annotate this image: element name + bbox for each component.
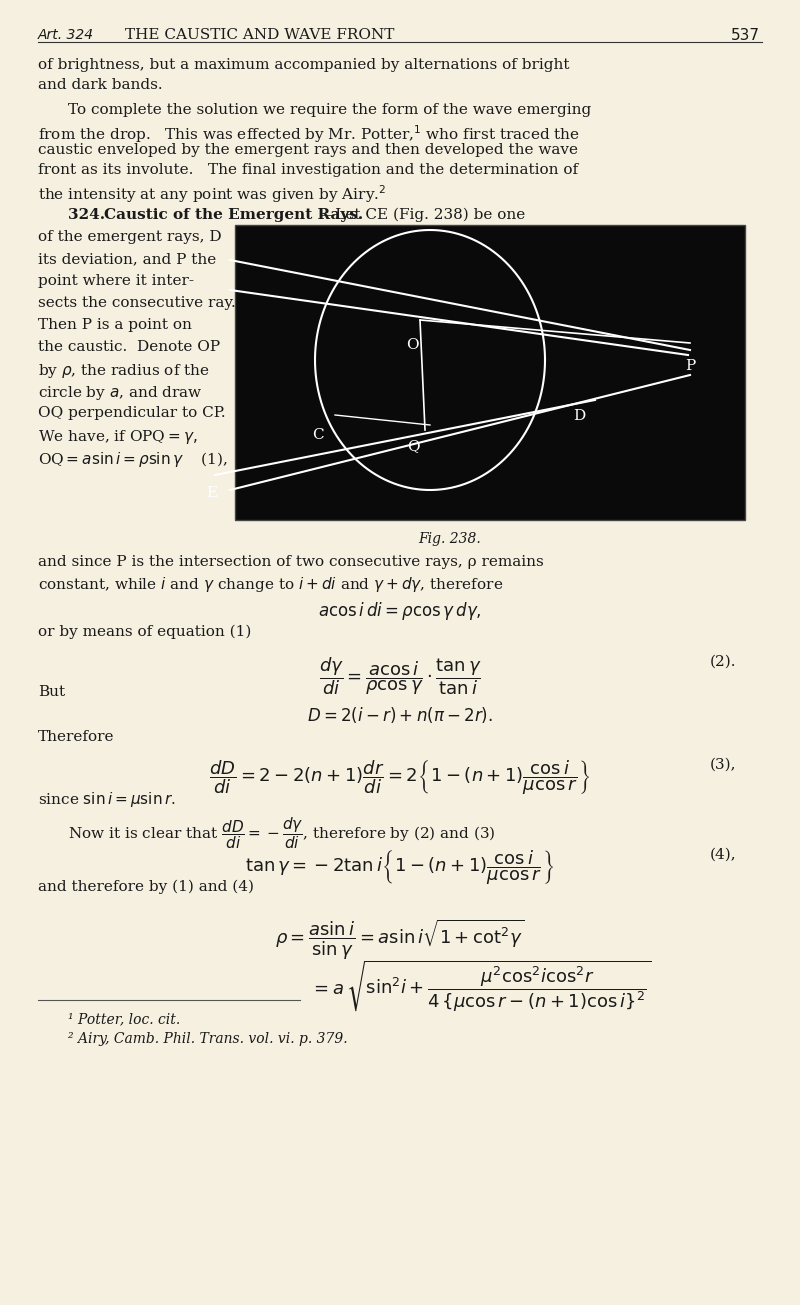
Text: from the drop.   This was effected by Mr. Potter,$^1$ who first traced the: from the drop. This was effected by Mr. …: [38, 123, 580, 145]
Text: THE CAUSTIC AND WAVE FRONT: THE CAUSTIC AND WAVE FRONT: [126, 27, 394, 42]
Text: sects the consecutive ray.: sects the consecutive ray.: [38, 296, 236, 311]
Text: and therefore by (1) and (4): and therefore by (1) and (4): [38, 880, 254, 894]
Text: of brightness, but a maximum accompanied by alternations of bright: of brightness, but a maximum accompanied…: [38, 57, 570, 72]
Text: and dark bands.: and dark bands.: [38, 78, 162, 91]
Text: $a\cos i\,di = \rho\cos\gamma\,d\gamma,$: $a\cos i\,di = \rho\cos\gamma\,d\gamma,$: [318, 600, 482, 622]
Text: and since P is the intersection of two consecutive rays, ρ remains: and since P is the intersection of two c…: [38, 555, 544, 569]
Text: $\rho = \dfrac{a\sin i}{\sin\gamma} = a\sin i\sqrt{1 + \cot^2\!\gamma}$: $\rho = \dfrac{a\sin i}{\sin\gamma} = a\…: [275, 917, 525, 962]
Text: its deviation, and P the: its deviation, and P the: [38, 252, 216, 266]
Text: the caustic.  Denote OP: the caustic. Denote OP: [38, 341, 220, 354]
Text: Now it is clear that $\dfrac{dD}{di} = -\dfrac{d\gamma}{di}$, therefore by (2) a: Now it is clear that $\dfrac{dD}{di} = -…: [68, 816, 495, 851]
Text: Q: Q: [406, 438, 419, 453]
Text: To complete the solution we require the form of the wave emerging: To complete the solution we require the …: [68, 103, 591, 117]
Text: Therefore: Therefore: [38, 729, 114, 744]
Text: (4),: (4),: [710, 848, 737, 863]
Text: constant, while $i$ and $\gamma$ change to $i + di$ and $\gamma + d\gamma$, ther: constant, while $i$ and $\gamma$ change …: [38, 576, 503, 594]
Text: (3),: (3),: [710, 758, 737, 773]
Text: ¹ Potter, loc. cit.: ¹ Potter, loc. cit.: [68, 1011, 180, 1026]
Text: We have, if OPQ$=\gamma,$: We have, if OPQ$=\gamma,$: [38, 428, 198, 446]
Text: Then P is a point on: Then P is a point on: [38, 318, 192, 331]
Text: caustic enveloped by the emergent rays and then developed the wave: caustic enveloped by the emergent rays a…: [38, 144, 578, 157]
Text: —Let CE (Fig. 238) be one: —Let CE (Fig. 238) be one: [320, 207, 526, 222]
Text: 324.: 324.: [68, 207, 110, 222]
Text: point where it inter-: point where it inter-: [38, 274, 194, 288]
Text: or by means of equation (1): or by means of equation (1): [38, 625, 251, 639]
Text: $\dfrac{d\gamma}{di} = \dfrac{a\cos i}{\rho\cos\gamma}\cdot\dfrac{\tan\gamma}{\t: $\dfrac{d\gamma}{di} = \dfrac{a\cos i}{\…: [318, 655, 482, 697]
Text: O: O: [406, 338, 418, 352]
Text: Caustic of the Emergent Rays.: Caustic of the Emergent Rays.: [104, 207, 363, 222]
Text: Fig. 238.: Fig. 238.: [418, 532, 482, 545]
Text: $\tan\gamma = -2\tan i\left\{1 - (n+1)\dfrac{\cos i}{\mu\cos r}\right\}$: $\tan\gamma = -2\tan i\left\{1 - (n+1)\d…: [246, 848, 554, 886]
Text: 537: 537: [731, 27, 760, 43]
Text: of the emergent rays, D: of the emergent rays, D: [38, 230, 222, 244]
Text: ² Airy, Camb. Phil. Trans. vol. vi. p. 379.: ² Airy, Camb. Phil. Trans. vol. vi. p. 3…: [68, 1032, 348, 1047]
Text: circle by $a$, and draw: circle by $a$, and draw: [38, 384, 202, 402]
Text: OQ perpendicular to CP.: OQ perpendicular to CP.: [38, 406, 226, 420]
Text: (2).: (2).: [710, 655, 737, 669]
Text: $= a\,\sqrt{\sin^2\!i + \dfrac{\mu^2\cos^2\!i\cos^2\!r}{4\,\{\mu\cos r - (n+1)\c: $= a\,\sqrt{\sin^2\!i + \dfrac{\mu^2\cos…: [310, 958, 651, 1014]
FancyBboxPatch shape: [235, 224, 745, 519]
Text: P: P: [685, 359, 695, 373]
Text: C: C: [312, 428, 324, 442]
Text: front as its involute.   The final investigation and the determination of: front as its involute. The final investi…: [38, 163, 578, 177]
Text: the intensity at any point was given by Airy.$^2$: the intensity at any point was given by …: [38, 183, 386, 205]
Text: E: E: [206, 485, 218, 500]
Text: since $\sin i = \mu\sin r$.: since $\sin i = \mu\sin r$.: [38, 790, 176, 809]
Text: But: But: [38, 685, 65, 699]
Text: $\dfrac{dD}{di} = 2 - 2(n+1)\dfrac{dr}{di} = 2\left\{1 - (n+1)\dfrac{\cos i}{\mu: $\dfrac{dD}{di} = 2 - 2(n+1)\dfrac{dr}{d…: [210, 758, 590, 796]
Text: $D = 2(i - r) + n(\pi - 2r).$: $D = 2(i - r) + n(\pi - 2r).$: [307, 705, 493, 726]
Text: OQ$=a\sin i=\rho\sin\gamma$    (1),: OQ$=a\sin i=\rho\sin\gamma$ (1),: [38, 450, 228, 468]
Text: D: D: [573, 408, 585, 423]
Text: by $\rho$, the radius of the: by $\rho$, the radius of the: [38, 361, 210, 380]
Text: Art. 324: Art. 324: [38, 27, 94, 42]
